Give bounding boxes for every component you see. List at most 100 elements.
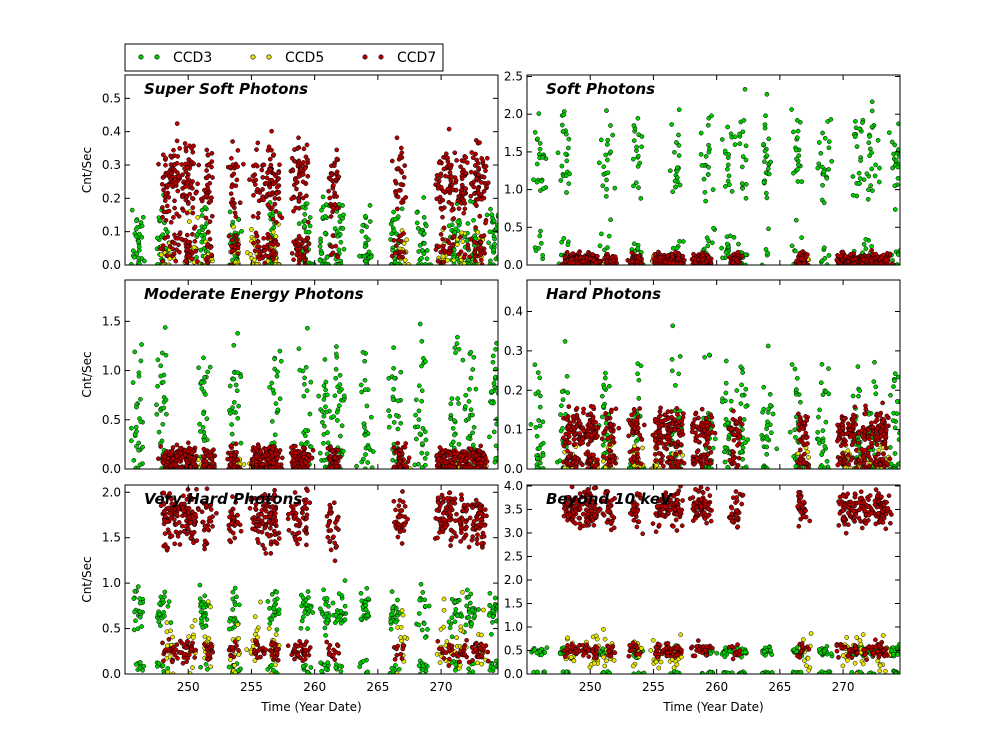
point-ccd7 — [181, 208, 186, 213]
point-ccd7 — [175, 154, 181, 159]
point-ccd7 — [164, 203, 170, 209]
point-ccd7 — [570, 251, 576, 256]
point-ccd7 — [301, 146, 307, 152]
point-ccd3 — [197, 421, 202, 427]
point-ccd7 — [165, 253, 170, 258]
point-ccd3 — [719, 137, 725, 142]
point-ccd3 — [391, 228, 397, 234]
point-ccd7 — [266, 456, 272, 462]
point-ccd3 — [132, 349, 138, 355]
point-ccd3 — [824, 175, 830, 181]
point-ccd7 — [233, 214, 239, 219]
point-ccd3 — [740, 445, 746, 451]
point-ccd7 — [440, 214, 445, 220]
point-ccd3 — [555, 150, 561, 156]
point-ccd3 — [739, 382, 744, 388]
point-ccd3 — [857, 126, 863, 132]
point-ccd5 — [654, 462, 659, 468]
point-ccd7 — [574, 461, 579, 466]
point-ccd3 — [633, 438, 639, 444]
panel-2-points — [129, 321, 498, 469]
point-ccd7 — [473, 225, 478, 230]
point-ccd3 — [703, 154, 709, 159]
point-ccd3 — [567, 171, 572, 177]
point-ccd7 — [889, 261, 895, 265]
point-ccd7 — [177, 146, 183, 151]
point-ccd7 — [873, 251, 879, 257]
point-ccd7 — [263, 180, 269, 186]
point-ccd3 — [604, 177, 609, 183]
point-ccd3 — [860, 120, 865, 125]
point-ccd3 — [723, 250, 729, 255]
point-ccd3 — [669, 122, 674, 127]
point-ccd3 — [470, 430, 475, 436]
point-ccd3 — [893, 157, 899, 163]
y-tick-label: 0.2 — [102, 191, 121, 205]
point-ccd3 — [603, 370, 608, 376]
point-ccd3 — [155, 357, 161, 363]
point-ccd3 — [386, 424, 392, 430]
point-ccd3 — [339, 423, 345, 429]
point-ccd7 — [255, 215, 261, 220]
point-ccd7 — [574, 405, 580, 411]
point-ccd3 — [602, 375, 608, 381]
point-ccd7 — [309, 455, 315, 461]
point-ccd3 — [672, 178, 678, 184]
point-ccd7 — [449, 174, 454, 179]
point-ccd3 — [722, 459, 728, 465]
point-ccd3 — [721, 449, 727, 455]
point-ccd3 — [303, 428, 308, 433]
point-ccd7 — [797, 261, 802, 265]
point-ccd3 — [303, 441, 309, 447]
point-ccd3 — [537, 460, 543, 466]
point-ccd3 — [534, 465, 540, 469]
point-ccd7 — [472, 258, 478, 264]
point-ccd7 — [434, 196, 440, 202]
point-ccd7 — [235, 164, 241, 169]
point-ccd7 — [176, 173, 182, 179]
point-ccd7 — [205, 152, 211, 158]
point-ccd3 — [325, 440, 331, 446]
point-ccd7 — [443, 151, 449, 157]
point-ccd7 — [840, 257, 845, 263]
point-ccd7 — [613, 406, 619, 412]
point-ccd7 — [468, 169, 474, 175]
point-ccd7 — [483, 168, 488, 174]
point-ccd3 — [820, 439, 826, 444]
point-ccd7 — [838, 253, 844, 259]
point-ccd3 — [669, 357, 675, 362]
point-ccd7 — [440, 449, 445, 455]
point-ccd7 — [305, 219, 311, 225]
point-ccd7 — [180, 194, 185, 200]
point-ccd7 — [328, 201, 334, 207]
point-ccd3 — [795, 128, 801, 134]
point-ccd7 — [174, 138, 180, 144]
point-ccd3 — [306, 229, 312, 235]
point-ccd3 — [362, 358, 368, 364]
point-ccd3 — [395, 398, 401, 404]
point-ccd3 — [302, 375, 307, 381]
point-ccd7 — [446, 251, 452, 256]
point-ccd3 — [207, 364, 213, 370]
legend-label-ccd3: CCD3 — [173, 50, 212, 66]
point-ccd7 — [458, 164, 463, 170]
point-ccd7 — [563, 431, 569, 437]
point-ccd7 — [435, 258, 441, 264]
point-ccd3 — [740, 129, 746, 135]
point-ccd3 — [532, 130, 538, 135]
point-ccd7 — [209, 159, 215, 164]
point-ccd7 — [470, 155, 476, 160]
point-ccd3 — [667, 168, 673, 174]
point-ccd3 — [534, 161, 540, 167]
point-ccd3 — [895, 175, 900, 181]
point-ccd5 — [191, 244, 197, 250]
point-ccd7 — [577, 460, 583, 465]
point-ccd7 — [236, 242, 241, 247]
y-tick-label: 1.5 — [102, 314, 121, 328]
point-ccd3 — [316, 393, 322, 399]
point-ccd7 — [203, 458, 208, 464]
point-ccd3 — [535, 370, 541, 375]
point-ccd7 — [260, 462, 266, 467]
point-ccd7 — [160, 205, 165, 210]
point-ccd7 — [174, 121, 180, 126]
